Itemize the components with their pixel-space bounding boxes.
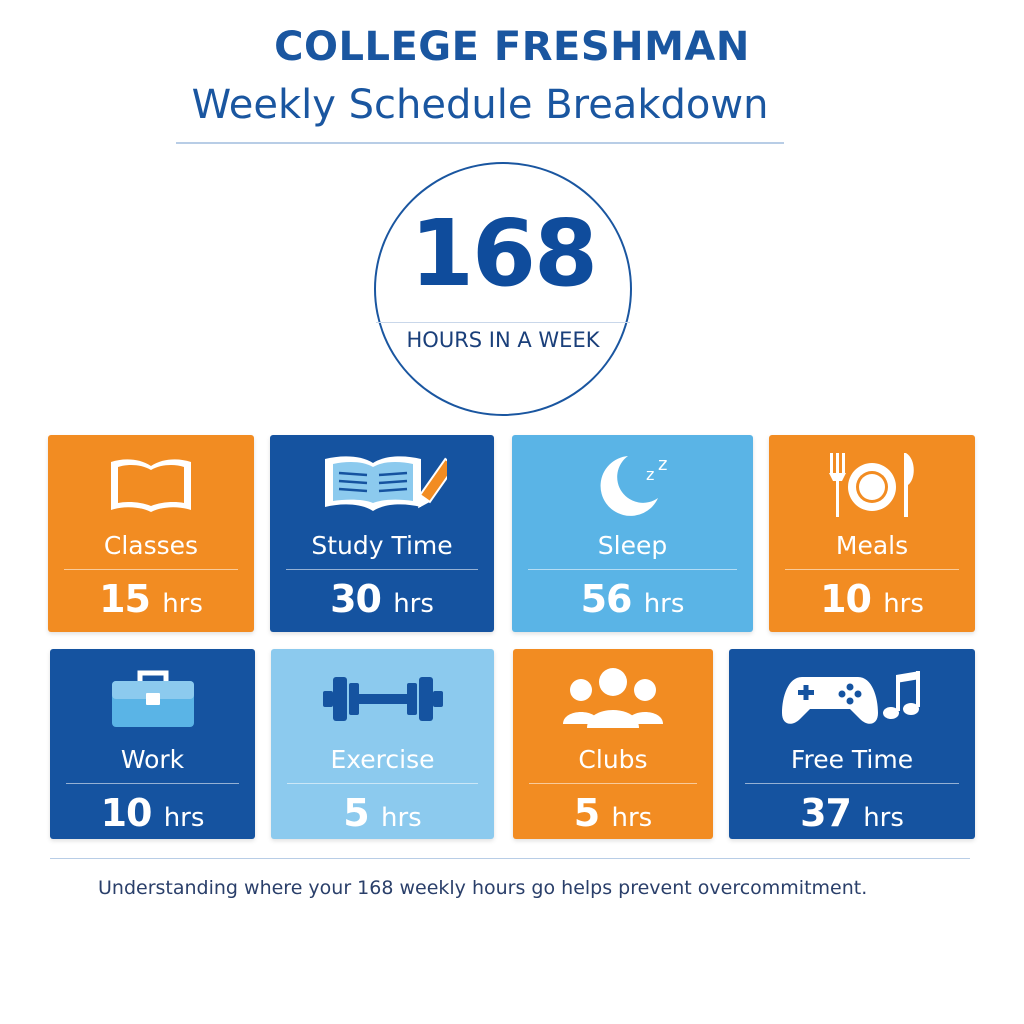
card-hours: 10 hrs [820,577,924,621]
card-hours: 5 hrs [573,791,653,835]
total-hours-circle: 168 HOURS IN A WEEK [374,162,632,416]
book-pencil-icon [317,449,447,521]
card-divider [745,783,959,784]
moon-icon: z z [588,449,678,521]
card-free-time: Free Time 37 hrs [729,649,975,839]
card-divider [66,783,239,784]
card-divider [529,783,697,784]
card-label: Exercise [330,745,435,774]
footnote: Understanding where your 168 weekly hour… [98,877,868,899]
card-exercise: Exercise 5 hrs [271,649,494,839]
gamepad-music-icon [780,663,924,735]
card-divider [785,569,959,570]
infographic-subtitle: Weekly Schedule Breakdown [191,82,769,128]
card-hours: 37 hrs [800,791,904,835]
card-divider [286,569,478,570]
card-divider [287,783,478,784]
svg-text:z: z [646,465,654,484]
card-classes: Classes 15 hrs [48,435,254,632]
card-label: Meals [835,531,909,560]
total-hours-divider [376,322,630,323]
card-clubs: Clubs 5 hrs [513,649,713,839]
briefcase-icon [108,663,198,735]
card-divider [528,569,737,570]
card-hours: 5 hrs [343,791,422,835]
title-divider [176,142,784,144]
card-sleep: z z Sleep 56 hrs [512,435,753,632]
svg-text:z: z [658,454,667,475]
utensils-icon [824,449,920,521]
card-label: Clubs [578,745,648,774]
card-work: Work 10 hrs [50,649,255,839]
open-book-icon [105,449,197,521]
card-meals: Meals 10 hrs [769,435,975,632]
total-hours-number: 168 [409,200,598,307]
card-study-time: Study Time 30 hrs [270,435,494,632]
card-label: Free Time [790,745,914,774]
group-icon [561,663,665,735]
footer-divider [50,858,970,859]
card-label: Classes [103,531,199,560]
card-hours: 10 hrs [100,791,205,835]
card-divider [64,569,238,570]
dumbbell-icon [321,663,445,735]
card-hours: 30 hrs [330,577,434,621]
card-label: Sleep [597,531,668,560]
card-hours: 56 hrs [580,577,685,621]
card-label: Work [120,745,185,774]
card-hours: 15 hrs [99,577,203,621]
total-hours-label: HOURS IN A WEEK [406,328,600,352]
card-label: Study Time [311,531,453,560]
infographic-title: COLLEGE FRESHMAN [274,24,750,70]
